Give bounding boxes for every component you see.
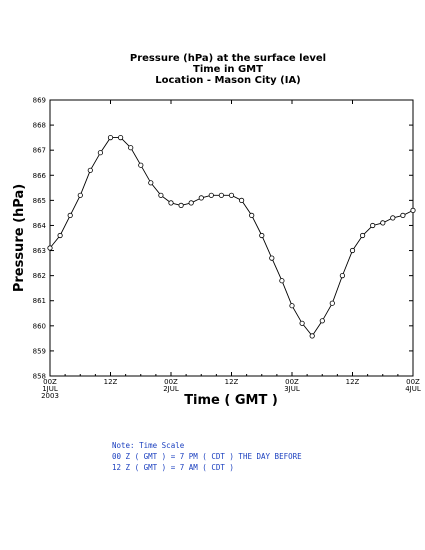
y-tick-label: 868: [33, 122, 46, 130]
data-point: [208, 192, 214, 198]
data-point: [188, 200, 194, 206]
y-tick-label: 860: [33, 322, 46, 330]
y-tick-label: 859: [33, 347, 46, 355]
data-point: [289, 303, 295, 309]
data-point: [249, 212, 255, 218]
y-tick-label: 866: [33, 172, 47, 180]
data-point: [279, 278, 285, 284]
title-line-3: Location - Mason City (IA): [155, 75, 301, 86]
x-tick-label: 12Z: [104, 378, 118, 386]
y-axis: 858 859 860 861 862 863 864 865 866 867 868 869: [33, 97, 413, 381]
data-point: [339, 272, 345, 279]
note-line-1: Note: Time Scale: [112, 441, 185, 450]
title-line-1: Pressure (hPa) at the surface level: [130, 53, 326, 64]
data-point: [269, 255, 275, 261]
data-point: [77, 192, 83, 198]
data-point: [299, 320, 305, 326]
x-tick-label: 00Z: [406, 378, 420, 386]
data-point: [107, 135, 114, 141]
x-axis-label: Time ( GMT ): [184, 393, 278, 408]
x-tick-label: 3JUL: [284, 385, 300, 393]
pressure-series: [47, 135, 416, 339]
data-point: [329, 300, 335, 306]
data-point: [138, 162, 144, 168]
data-point: [370, 222, 376, 229]
data-point: [400, 212, 406, 218]
y-tick-label: 867: [33, 147, 46, 155]
x-tick-label: 00Z: [285, 378, 299, 386]
data-point: [57, 232, 63, 239]
data-point: [128, 145, 134, 151]
y-axis-label: Pressure (hPa): [12, 184, 27, 292]
plot-frame: [49, 99, 414, 377]
y-tick-label: 869: [33, 97, 46, 105]
data-point: [309, 333, 315, 339]
x-tick-label: 12Z: [346, 378, 360, 386]
note-line-2: 00 Z ( GMT ) = 7 PM ( CDT ) THE DAY BEFO…: [112, 452, 302, 461]
title-line-2: Time in GMT: [193, 64, 263, 75]
x-tick-label: 00Z: [43, 378, 57, 386]
y-tick-label: 864: [33, 222, 47, 230]
data-point: [198, 195, 204, 201]
data-point: [390, 215, 396, 221]
chart-title: Pressure (hPa) at the surface level Time…: [130, 53, 326, 86]
data-point: [67, 212, 73, 218]
series-line: [49, 137, 414, 337]
time-scale-note: Note: Time Scale 00 Z ( GMT ) = 7 PM ( C…: [112, 440, 302, 473]
x-tick-label: 2JUL: [163, 385, 179, 393]
data-point: [380, 220, 386, 226]
note-line-3: 12 Z ( GMT ) = 7 AM ( CDT ): [112, 463, 234, 472]
x-tick-label: 2003: [41, 392, 59, 400]
data-point: [239, 197, 245, 203]
data-point: [319, 318, 325, 324]
data-point: [178, 202, 184, 208]
x-tick-label: 00Z: [164, 378, 178, 386]
data-point: [97, 150, 104, 156]
data-point: [148, 180, 154, 186]
y-tick-label: 861: [33, 297, 46, 305]
data-point: [47, 245, 53, 251]
data-point: [158, 192, 164, 198]
data-point: [359, 232, 366, 239]
y-tick-label: 862: [33, 272, 46, 280]
y-tick-label: 865: [33, 197, 46, 205]
x-tick-label: 12Z: [225, 378, 239, 386]
data-point: [259, 232, 265, 239]
data-point: [410, 207, 416, 213]
data-point: [168, 200, 174, 206]
data-point: [118, 135, 124, 141]
x-tick-label: 4JUL: [405, 385, 421, 393]
x-tick-label: 1JUL: [42, 385, 58, 393]
y-tick-label: 858: [33, 373, 46, 381]
data-point: [218, 192, 224, 198]
data-point: [349, 247, 356, 254]
data-point: [87, 167, 93, 173]
y-tick-label: 863: [33, 247, 46, 255]
data-point: [228, 192, 235, 198]
